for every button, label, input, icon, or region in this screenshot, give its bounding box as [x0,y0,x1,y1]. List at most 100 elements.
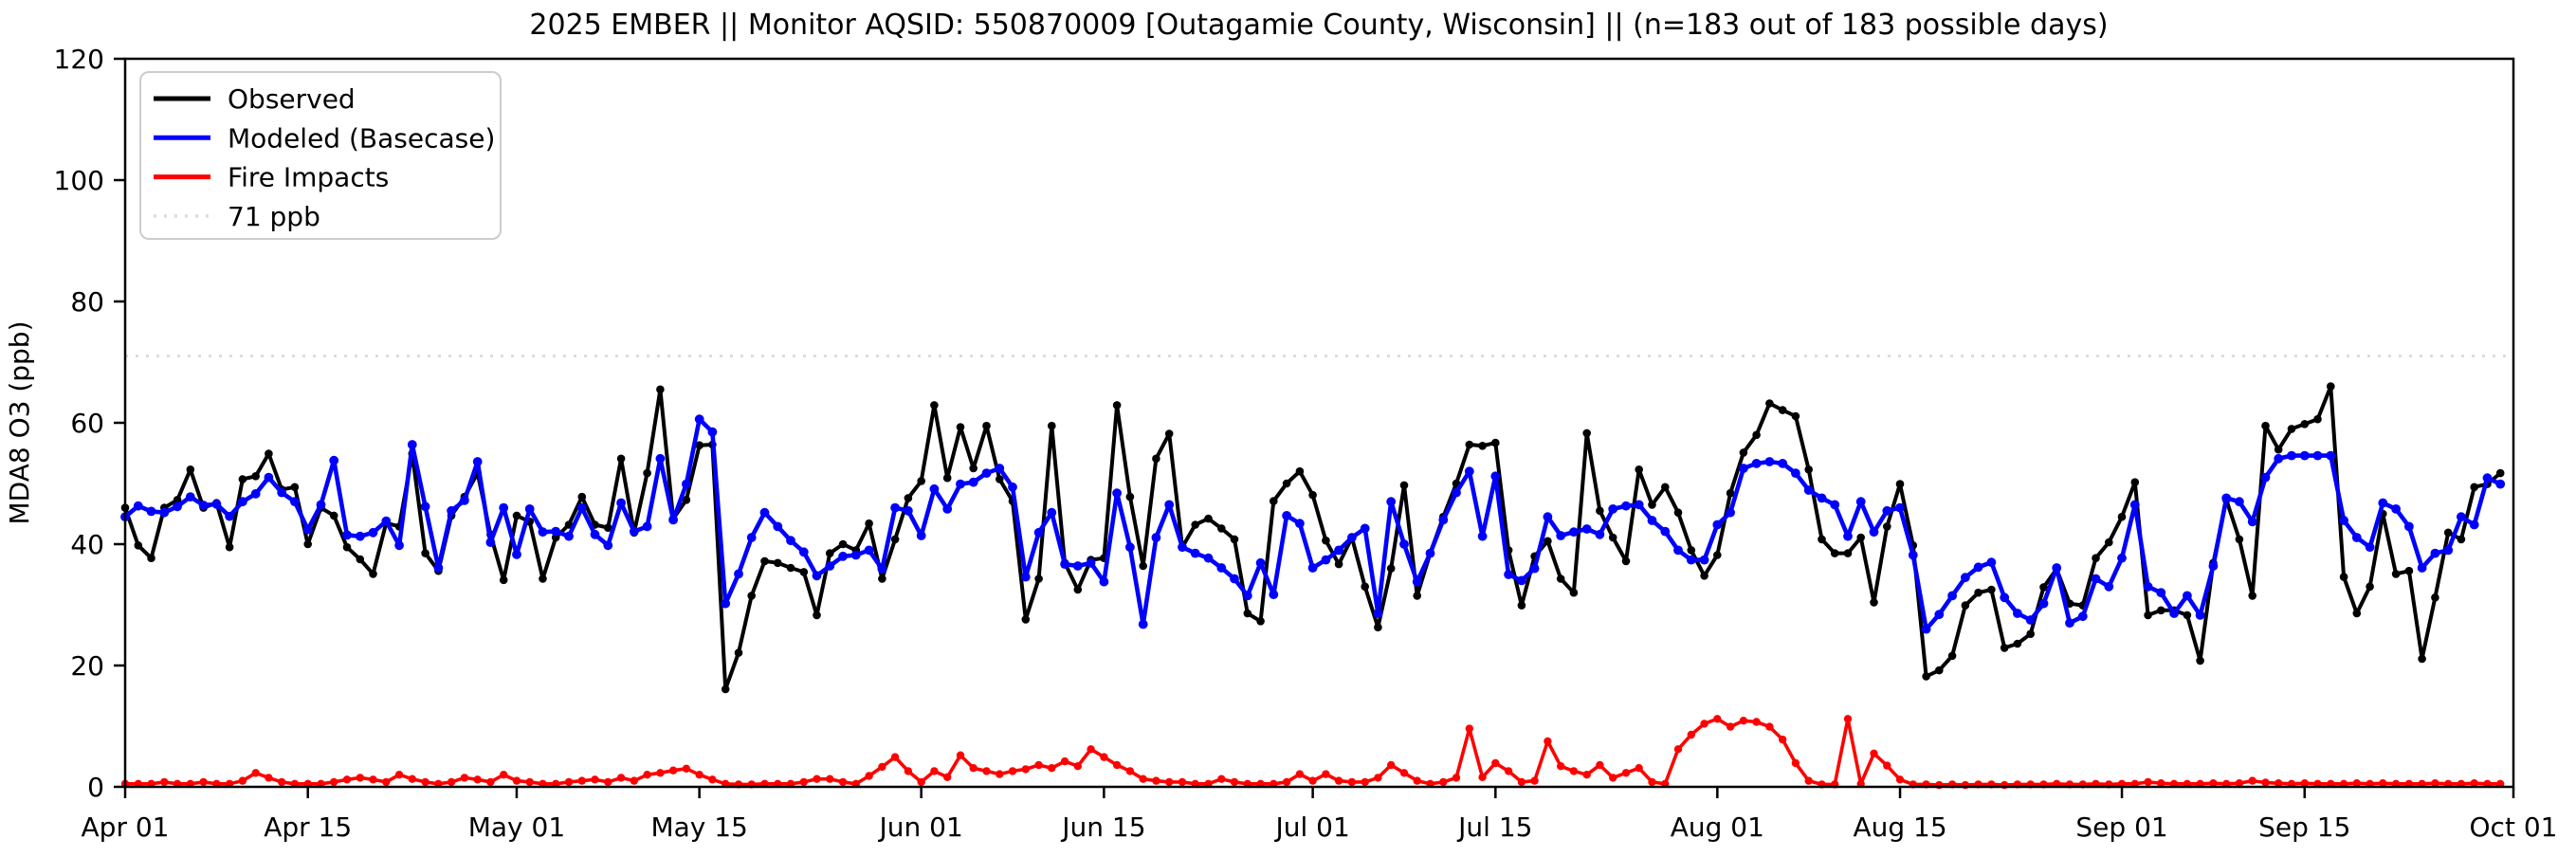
data-point [1870,598,1878,607]
data-point [656,385,665,394]
data-point [1961,573,1970,583]
data-point [2312,450,2323,461]
data-point [682,764,691,773]
data-point [1334,545,1343,556]
data-point [251,472,261,481]
data-point [2000,593,2010,603]
x-tick-label: May 01 [468,811,565,843]
data-point [2495,468,2505,478]
data-point [590,529,600,539]
data-point [1452,487,1461,498]
data-point [2431,593,2439,602]
data-point [864,545,874,556]
series-observed [120,382,2505,694]
data-point [1647,516,1657,525]
data-point [1961,601,1970,610]
legend-label-3: Fire Impacts [228,162,389,193]
data-point [1700,720,1708,728]
data-point [369,775,377,784]
data-point [1242,591,1252,601]
data-point [2495,479,2506,489]
data-point [1752,718,1761,726]
data-point [682,496,691,504]
data-point [1517,777,1526,787]
data-point [1596,760,1604,770]
series-line [123,717,2502,787]
data-point [838,551,848,561]
x-tick-label: May 15 [650,811,747,843]
data-point [1491,758,1500,768]
data-point [1869,527,1879,538]
data-point [538,527,548,538]
data-point [2351,533,2362,542]
data-point [2352,609,2362,618]
x-tick-label: Sep 01 [2075,811,2167,843]
data-point [695,771,703,779]
data-point [1034,574,1043,583]
data-point [1764,457,1775,466]
data-point [1204,514,1213,523]
data-point [1529,563,1540,574]
data-point [133,501,143,511]
data-point [173,501,183,512]
data-point [539,574,547,583]
data-point [604,777,612,787]
data-point [1739,717,1748,725]
data-point [1465,724,1474,733]
data-point [1282,511,1291,520]
data-point [2260,472,2271,483]
data-point [577,492,587,501]
series-line [123,384,2503,691]
data-point [2052,563,2062,573]
data-point [982,767,991,775]
data-point [1230,535,1239,544]
plot-area: 0 20 40 60 80 100 120 Apr 01 Apr 15 May 01 May 15 J… [54,44,2558,843]
data-point [643,771,651,779]
legend-label-2: Modeled (Basecase) [228,122,495,154]
data-point [2313,414,2322,424]
data-point [1439,777,1448,787]
data-point [2299,450,2310,461]
data-point [1974,588,1982,597]
data-point [2156,588,2166,598]
data-point [1870,749,1878,757]
data-point [917,477,925,485]
data-point [1048,421,1056,430]
data-point [1803,485,1814,495]
data-point [1399,769,1409,777]
data-point [1830,549,1839,557]
data-point [1973,562,1983,573]
data-point [2391,570,2401,578]
data-point [2443,545,2454,556]
data-point [1164,429,1174,438]
data-point [1203,553,1214,563]
data-point [1557,762,1565,771]
data-point [225,542,234,552]
data-point [2026,629,2035,638]
data-point [1779,735,1787,744]
data-point [329,511,338,520]
data-point [1230,777,1239,787]
data-point [1478,773,1487,781]
data-point [904,767,913,775]
data-point [1556,574,1565,583]
data-point [865,519,873,528]
data-point [956,423,965,431]
data-point [486,777,495,787]
data-point [1308,776,1317,785]
data-point [2352,779,2361,788]
data-point [1217,524,1226,533]
data-point [1778,406,1787,414]
data-point [2274,453,2284,464]
y-tick-label: 80 [70,286,104,318]
data-point [1322,536,1330,545]
data-point [2365,542,2375,553]
data-point [1582,428,1591,438]
data-point [1504,767,1513,775]
data-point [1073,762,1083,771]
data-point [394,771,404,779]
data-point [1347,777,1357,787]
data-point [1686,555,1696,565]
chart-title: 2025 EMBER || Monitor AQSID: 550870009 [… [529,9,2108,42]
